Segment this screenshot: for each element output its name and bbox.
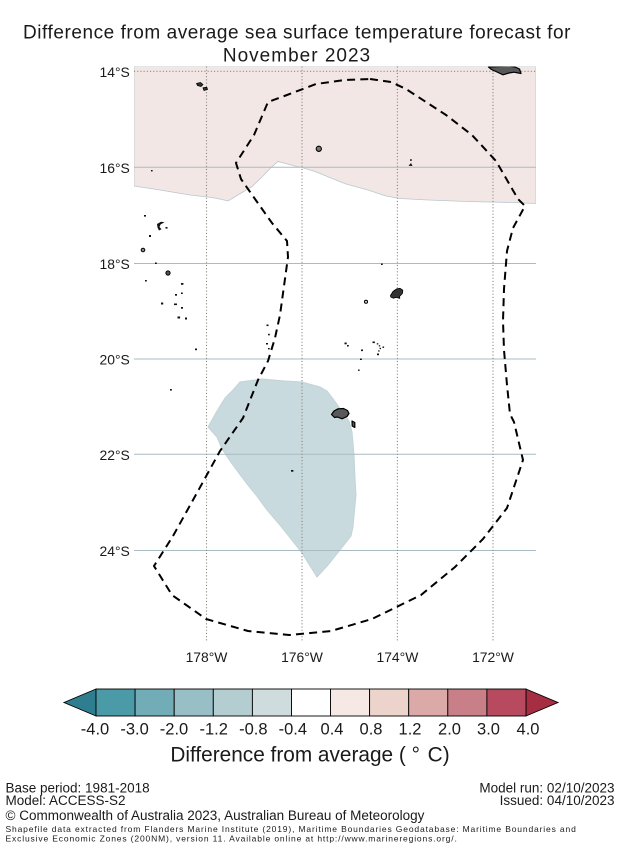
svg-text:0.4: 0.4 <box>321 721 344 739</box>
svg-text:2.0: 2.0 <box>438 721 461 739</box>
svg-text:20°S: 20°S <box>100 352 130 368</box>
svg-text:Shapefile data extracted from: Shapefile data extracted from Flanders M… <box>6 824 577 834</box>
svg-text:Exclusive Economic Zones (200N: Exclusive Economic Zones (200NM), versio… <box>6 833 458 843</box>
svg-text:18°S: 18°S <box>100 256 130 272</box>
svg-text:Model: ACCESS-S2: Model: ACCESS-S2 <box>6 793 126 808</box>
svg-text:1.2: 1.2 <box>399 721 422 739</box>
svg-text:Issued: 04/10/2023: Issued: 04/10/2023 <box>500 793 615 808</box>
svg-text:14°S: 14°S <box>100 64 130 80</box>
svg-text:-0.4: -0.4 <box>279 721 307 739</box>
svg-text:November 2023: November 2023 <box>223 45 371 66</box>
svg-text:-0.8: -0.8 <box>239 721 267 739</box>
svg-text:Difference from average ( ° C): Difference from average ( ° C) <box>170 744 449 767</box>
svg-text:-1.2: -1.2 <box>199 721 227 739</box>
svg-text:Base period: 1981-2018: Base period: 1981-2018 <box>6 780 150 795</box>
svg-text:22°S: 22°S <box>100 447 130 463</box>
svg-text:-4.0: -4.0 <box>81 721 109 739</box>
svg-text:178°W: 178°W <box>186 649 229 665</box>
svg-text:24°S: 24°S <box>100 543 130 559</box>
svg-text:Difference from average sea su: Difference from average sea surface temp… <box>23 22 571 43</box>
svg-text:16°S: 16°S <box>100 160 130 176</box>
svg-text:© Commonwealth of Australia 20: © Commonwealth of Australia 2023, Austra… <box>6 808 425 823</box>
svg-text:Model run: 02/10/2023: Model run: 02/10/2023 <box>479 780 614 795</box>
svg-text:3.0: 3.0 <box>477 721 500 739</box>
svg-text:176°W: 176°W <box>281 649 324 665</box>
svg-text:-2.0: -2.0 <box>160 721 188 739</box>
svg-text:0.8: 0.8 <box>360 721 383 739</box>
svg-text:174°W: 174°W <box>376 649 419 665</box>
svg-text:172°W: 172°W <box>472 649 515 665</box>
svg-text:4.0: 4.0 <box>517 721 540 739</box>
svg-text:-3.0: -3.0 <box>120 721 148 739</box>
